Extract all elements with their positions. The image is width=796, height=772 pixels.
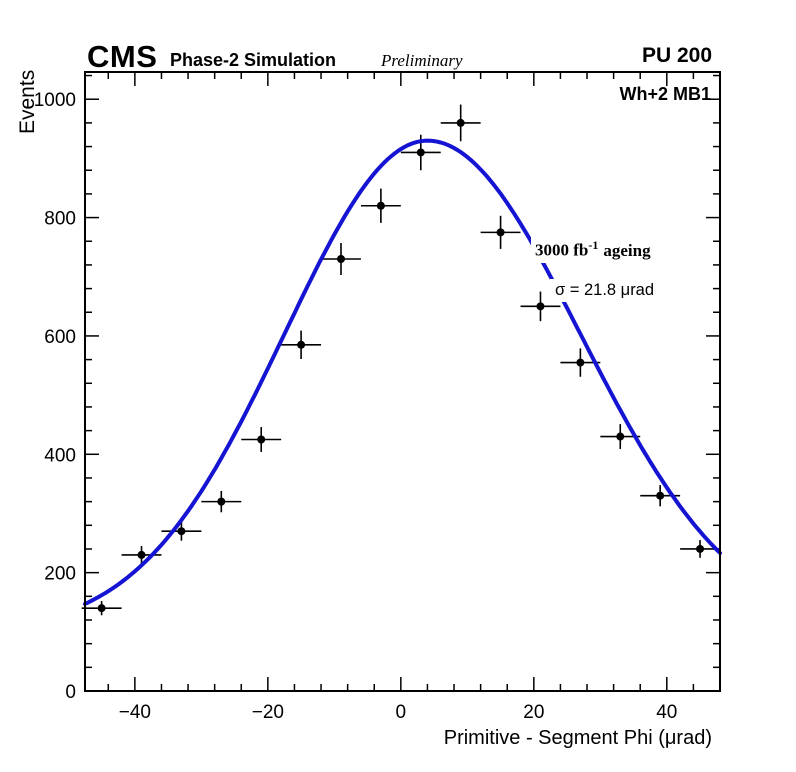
data-point (241, 427, 282, 452)
y-tick-label: 200 (44, 564, 76, 585)
x-tick-label: 40 (656, 702, 677, 723)
y-tick-label: 400 (44, 445, 76, 466)
simulation-label: Phase-2 Simulation (170, 50, 337, 70)
lumi-value: 3000 fb (535, 240, 589, 260)
x-axis-title: Primitive - Segment Phi (μrad) (443, 727, 712, 749)
data-point (321, 243, 361, 275)
plot-frame (84, 71, 721, 692)
preliminary-label: Preliminary (381, 51, 463, 70)
data-marker (137, 550, 146, 559)
data-marker (336, 255, 345, 264)
y-tick-label: 800 (44, 209, 76, 230)
data-point (121, 546, 162, 564)
data-marker (576, 358, 585, 367)
data-marker (696, 544, 705, 553)
data-marker (376, 201, 385, 210)
data-point (560, 348, 601, 377)
data-point (440, 104, 481, 142)
data-point (281, 330, 322, 360)
x-tick-label: 20 (523, 702, 544, 723)
data-point (81, 601, 122, 616)
data-marker (496, 228, 505, 237)
cms-logo-text: CMS (87, 39, 158, 74)
data-point (480, 215, 521, 249)
x-tick-label: 0 (396, 702, 407, 723)
data-marker (536, 302, 545, 311)
y-tick-label: 1000 (34, 90, 76, 111)
data-points (81, 104, 720, 616)
sigma-annotation: σ = 21.8 μrad (550, 279, 660, 302)
ageing-word: ageing (603, 240, 651, 260)
lumi-exponent: -1 (588, 238, 599, 252)
wheel-station-label: Wh+2 MB1 (619, 84, 711, 104)
pileup-label: PU 200 (641, 44, 712, 67)
data-marker (217, 497, 226, 506)
data-marker (297, 340, 306, 349)
y-tick-label: 0 (65, 682, 76, 703)
y-axis-title: Events (16, 69, 39, 134)
data-marker (97, 604, 106, 613)
data-point (360, 188, 401, 223)
data-marker (456, 118, 465, 127)
data-marker (177, 527, 186, 536)
y-tick-label: 600 (44, 327, 76, 348)
axis-ticks (85, 72, 720, 692)
data-marker (257, 435, 266, 444)
data-point (201, 490, 242, 513)
data-point (520, 291, 561, 322)
luminosity-ageing-label: 3000 fb-1 ageing (531, 236, 655, 263)
data-point (161, 521, 202, 541)
x-tick-label: −20 (252, 702, 284, 723)
fit-curve (83, 138, 722, 606)
data-marker (616, 432, 625, 441)
data-marker (656, 491, 665, 500)
x-tick-label: −40 (119, 702, 151, 723)
data-marker (416, 148, 425, 157)
